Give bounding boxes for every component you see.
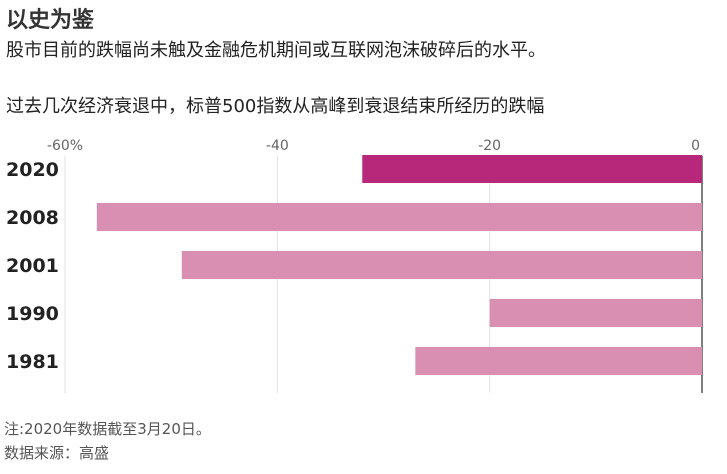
chart-title: 以史为鉴: [6, 8, 95, 33]
x-tick-label: -20: [478, 138, 501, 154]
chart-heading: 过去几次经济衰退中，标普500指数从高峰到衰退结束所经历的跌幅: [6, 96, 545, 117]
category-label: 2008: [6, 207, 59, 229]
bar-chart: -60% -40 -20 0 2020 2008 2001 1990 1981: [6, 138, 703, 393]
category-label: 1981: [6, 351, 59, 373]
bar-2008: [96, 203, 703, 231]
source-note: 数据来源：高盛: [4, 444, 110, 462]
bar-1981: [415, 347, 702, 375]
footnote: 注:2020年数据截至3月20日。: [4, 420, 211, 438]
chart-subtitle: 股市目前的跌幅尚未触及金融危机期间或互联网泡沫破碎后的水平。: [6, 40, 546, 61]
category-label: 2020: [6, 159, 59, 181]
bar-1990: [489, 299, 702, 327]
x-tick-label: -60%: [47, 138, 83, 154]
bar-2001: [181, 251, 703, 279]
x-tick-label: 0: [691, 138, 700, 154]
category-label: 1990: [6, 303, 59, 325]
x-tick-label: -40: [266, 138, 289, 154]
bar-2020: [362, 155, 702, 183]
category-label: 2001: [6, 255, 59, 277]
